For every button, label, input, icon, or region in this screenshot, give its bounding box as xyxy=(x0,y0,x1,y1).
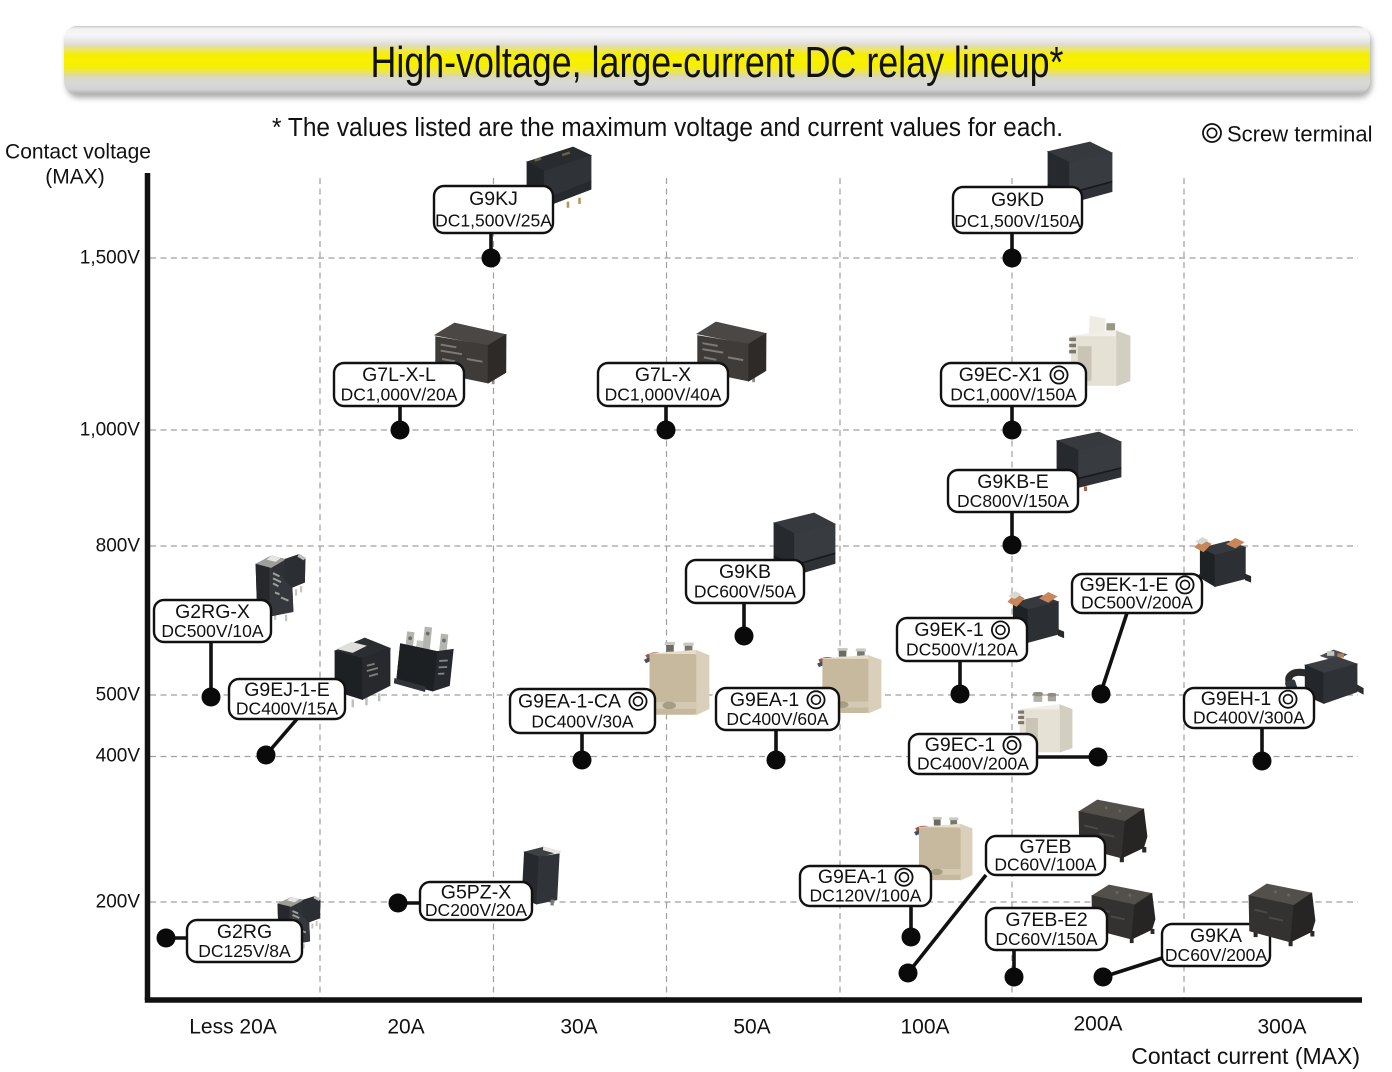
svg-text:1,000V: 1,000V xyxy=(80,420,141,441)
svg-text:Less 20A: Less 20A xyxy=(189,1016,277,1039)
svg-text:200V: 200V xyxy=(96,892,141,913)
svg-text:G9EH-1: G9EH-1 xyxy=(1201,688,1271,710)
svg-text:G9EA-1-CA: G9EA-1-CA xyxy=(518,690,621,712)
svg-text:G9EC-1: G9EC-1 xyxy=(925,734,995,756)
svg-text:DC1,000V/150A: DC1,000V/150A xyxy=(950,385,1077,405)
svg-text:DC60V/150A: DC60V/150A xyxy=(995,929,1097,949)
svg-text:DC1,000V/20A: DC1,000V/20A xyxy=(341,385,458,405)
svg-text:DC500V/10A: DC500V/10A xyxy=(161,621,263,641)
svg-text:300A: 300A xyxy=(1257,1016,1306,1039)
svg-text:DC400V/200A: DC400V/200A xyxy=(917,753,1029,773)
svg-text:800V: 800V xyxy=(96,536,141,557)
svg-text:G9EC-X1: G9EC-X1 xyxy=(959,364,1042,386)
svg-text:DC400V/300A: DC400V/300A xyxy=(1193,707,1305,727)
svg-text:G7EB: G7EB xyxy=(1019,836,1071,858)
svg-text:DC400V/30A: DC400V/30A xyxy=(531,711,633,731)
svg-text:G9KA: G9KA xyxy=(1190,925,1242,947)
svg-text:G7L-X-L: G7L-X-L xyxy=(362,364,436,386)
svg-text:DC200V/20A: DC200V/20A xyxy=(425,900,527,920)
svg-text:G5PZ-X: G5PZ-X xyxy=(441,882,511,904)
svg-text:G9KB-E: G9KB-E xyxy=(977,471,1049,493)
svg-text:DC500V/200A: DC500V/200A xyxy=(1081,593,1193,613)
svg-text:DC60V/100A: DC60V/100A xyxy=(994,855,1096,875)
svg-text:DC600V/50A: DC600V/50A xyxy=(694,582,796,602)
svg-text:G9EK-1: G9EK-1 xyxy=(914,619,983,641)
svg-text:DC400V/15A: DC400V/15A xyxy=(236,698,338,718)
svg-text:1,500V: 1,500V xyxy=(80,248,141,269)
svg-text:Screw terminal: Screw terminal xyxy=(1227,122,1372,147)
svg-text:* The values listed are the ma: * The values listed are the maximum volt… xyxy=(272,114,1063,142)
svg-text:200A: 200A xyxy=(1073,1013,1122,1036)
svg-text:G7EB-E2: G7EB-E2 xyxy=(1005,909,1087,931)
svg-text:DC120V/100A: DC120V/100A xyxy=(810,885,922,905)
svg-text:30A: 30A xyxy=(560,1016,597,1039)
svg-text:400V: 400V xyxy=(96,746,141,767)
svg-text:500V: 500V xyxy=(96,685,141,706)
svg-text:G9KJ: G9KJ xyxy=(469,188,518,210)
svg-text:G9KB: G9KB xyxy=(719,561,771,583)
svg-text:DC60V/200A: DC60V/200A xyxy=(1165,945,1267,965)
svg-text:50A: 50A xyxy=(733,1016,770,1039)
svg-text:G9EA-1: G9EA-1 xyxy=(730,689,799,711)
svg-text:G7L-X: G7L-X xyxy=(635,364,691,386)
svg-text:G9EJ-1-E: G9EJ-1-E xyxy=(244,679,330,701)
svg-text:(MAX): (MAX) xyxy=(45,166,105,189)
svg-text:DC125V/8A: DC125V/8A xyxy=(198,941,291,961)
svg-text:DC1,500V/25A: DC1,500V/25A xyxy=(435,211,552,231)
svg-text:G9KD: G9KD xyxy=(991,189,1044,211)
svg-text:High-voltage, large-current DC: High-voltage, large-current DC relay lin… xyxy=(371,39,1064,87)
svg-text:G2RG: G2RG xyxy=(217,921,272,943)
svg-text:100A: 100A xyxy=(900,1016,949,1039)
svg-text:Contact current (MAX): Contact current (MAX) xyxy=(1131,1043,1360,1069)
svg-text:DC400V/60A: DC400V/60A xyxy=(726,709,828,729)
svg-text:20A: 20A xyxy=(387,1016,424,1039)
svg-text:G9EK-1-E: G9EK-1-E xyxy=(1080,574,1169,596)
svg-text:DC800V/150A: DC800V/150A xyxy=(957,491,1069,511)
svg-text:DC1,000V/40A: DC1,000V/40A xyxy=(605,385,722,405)
svg-text:DC1,500V/150A: DC1,500V/150A xyxy=(954,211,1081,231)
svg-text:G9EA-1: G9EA-1 xyxy=(818,866,887,888)
svg-text:G2RG-X: G2RG-X xyxy=(175,601,250,623)
svg-text:Contact voltage: Contact voltage xyxy=(5,141,151,164)
svg-text:DC500V/120A: DC500V/120A xyxy=(906,640,1018,660)
